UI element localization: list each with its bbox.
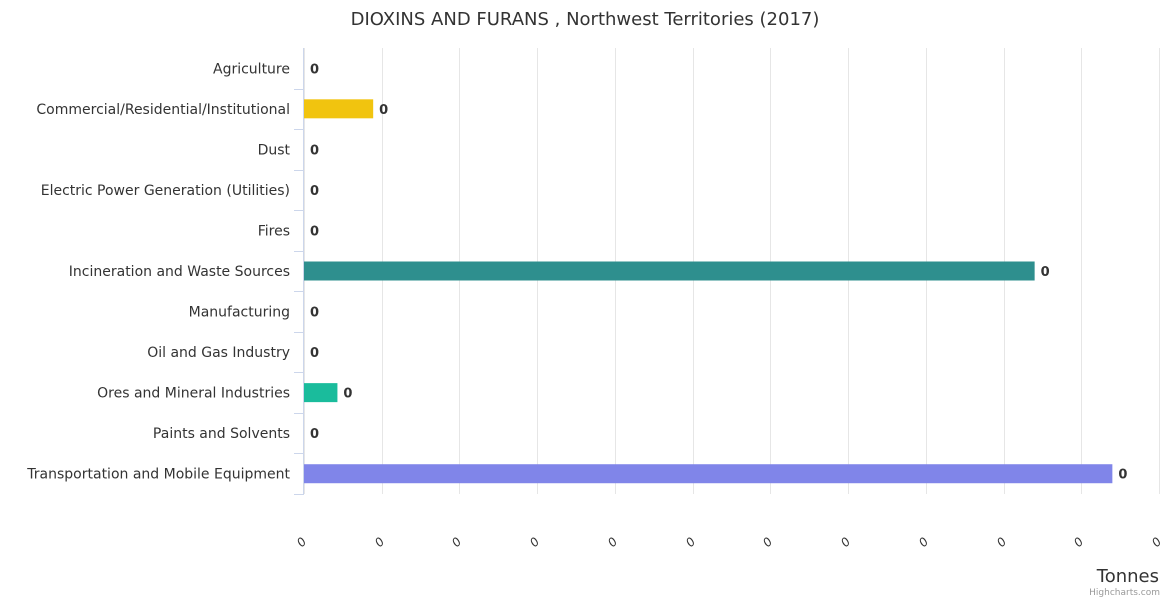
data-label: 0 [310,62,319,77]
data-label: 0 [310,346,319,361]
category-label: Transportation and Mobile Equipment [26,467,290,483]
x-tick-label: 0 [760,534,776,550]
category-axis: Agriculture Commercial/Residential/Instit… [26,48,304,495]
data-label: 0 [379,103,388,118]
value-axis-title: Tonnes [1096,566,1159,587]
x-tick-label: 0 [916,534,932,550]
x-tick-label: 0 [372,534,388,550]
data-label: 0 [310,306,319,321]
category-label: Commercial/Residential/Institutional [36,102,290,118]
category-label: Dust [258,142,291,158]
x-tick-label: 0 [294,534,310,550]
data-label: 0 [310,224,319,239]
category-label: Fires [258,223,290,239]
x-tick-label: 0 [683,534,699,550]
data-labels: 0 0 0 0 0 0 0 0 0 0 0 [310,62,1127,482]
category-label: Incineration and Waste Sources [69,264,290,280]
data-label: 0 [310,184,319,199]
bar[interactable] [304,261,1035,281]
x-tick-label: 0 [838,534,854,550]
category-label: Ores and Mineral Industries [97,386,290,402]
category-label: Manufacturing [189,305,290,321]
category-label: Agriculture [213,61,290,77]
bar[interactable] [304,464,1113,484]
data-label: 0 [1118,468,1127,483]
chart-title: DIOXINS AND FURANS , Northwest Territori… [351,9,820,30]
x-tick-label: 0 [1149,534,1165,550]
x-tick-label: 0 [605,534,621,550]
category-label: Electric Power Generation (Utilities) [41,183,290,199]
bar[interactable] [304,99,374,119]
credits-link[interactable]: Highcharts.com [1089,588,1160,598]
data-label: 0 [1041,265,1050,280]
value-axis: 0 0 0 0 0 0 0 0 0 0 0 0 [294,534,1165,550]
bar[interactable] [304,383,338,403]
x-tick-label: 0 [994,534,1010,550]
data-label: 0 [343,387,352,402]
x-tick-label: 0 [1071,534,1087,550]
category-label: Oil and Gas Industry [147,345,290,361]
bars [304,99,1113,484]
data-label: 0 [310,427,319,442]
category-label: Paints and Solvents [153,426,290,442]
data-label: 0 [310,143,319,158]
x-tick-label: 0 [449,534,465,550]
x-tick-label: 0 [527,534,543,550]
